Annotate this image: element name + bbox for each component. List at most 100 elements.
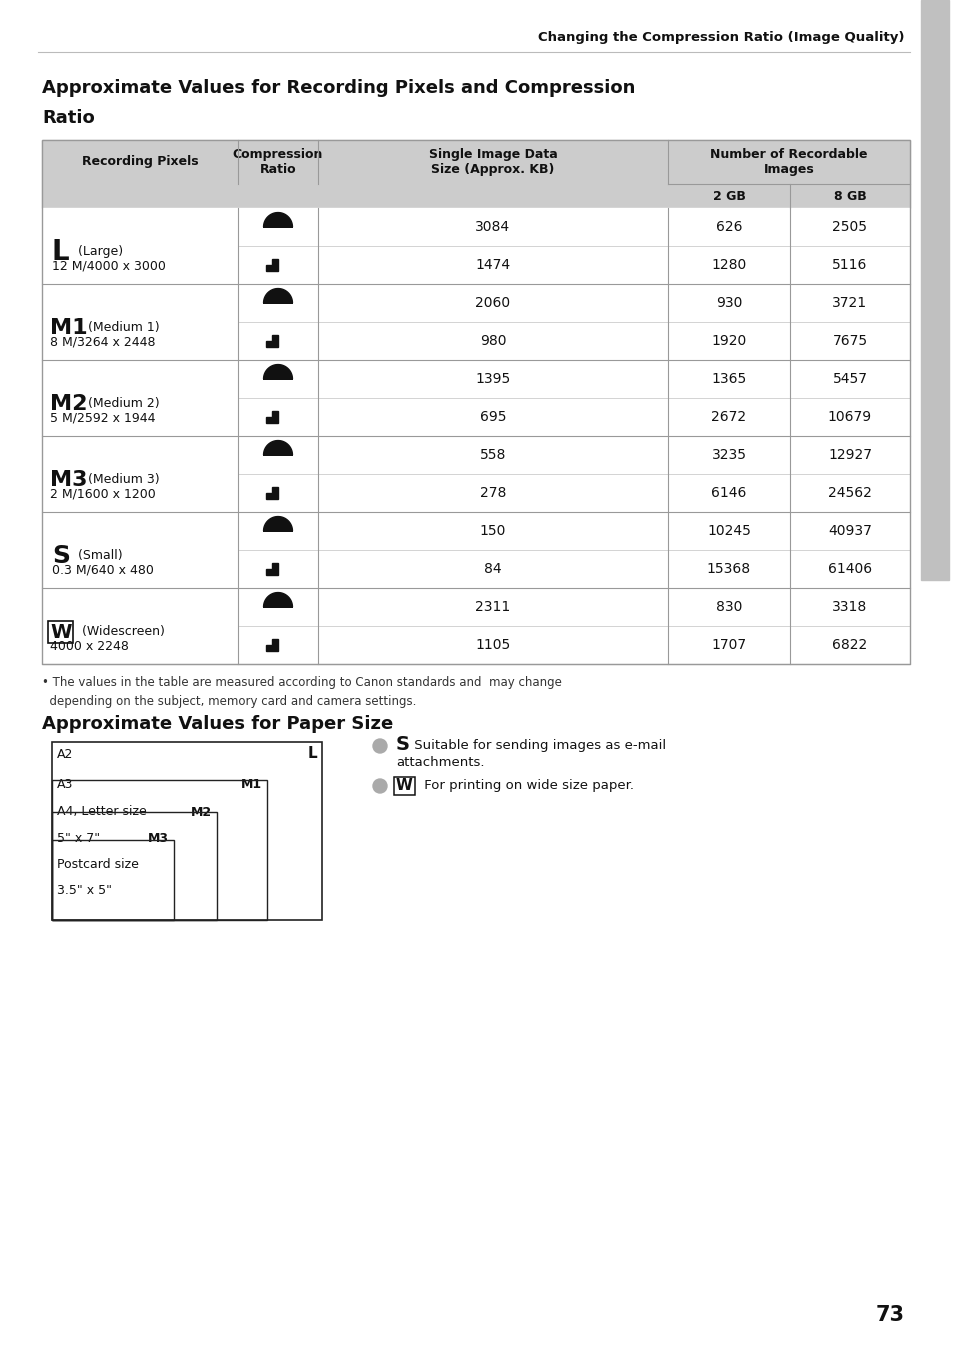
Text: 2 M/1600 x 1200: 2 M/1600 x 1200 <box>50 487 155 500</box>
Text: 2 GB: 2 GB <box>712 190 744 203</box>
Bar <box>42 588 909 664</box>
Text: 1365: 1365 <box>711 373 746 386</box>
Text: Number of Recordable
Images: Number of Recordable Images <box>709 148 867 176</box>
Text: W: W <box>395 779 413 794</box>
Text: Recording Pixels: Recording Pixels <box>82 156 198 168</box>
Bar <box>52 780 267 920</box>
Text: 5" x 7": 5" x 7" <box>57 833 100 846</box>
Text: 2060: 2060 <box>475 296 510 309</box>
Text: 2311: 2311 <box>475 600 510 615</box>
Text: 1920: 1920 <box>711 334 746 348</box>
Text: 980: 980 <box>479 334 506 348</box>
Text: 830: 830 <box>715 600 741 615</box>
Text: W: W <box>50 623 71 642</box>
Bar <box>42 512 909 588</box>
Text: A3: A3 <box>57 777 73 791</box>
Text: 3721: 3721 <box>832 296 866 309</box>
Text: 5457: 5457 <box>832 373 866 386</box>
Text: 4000 x 2248: 4000 x 2248 <box>50 639 129 652</box>
Polygon shape <box>263 289 293 303</box>
Text: 8 M/3264 x 2448: 8 M/3264 x 2448 <box>50 335 155 348</box>
Polygon shape <box>263 593 293 607</box>
Polygon shape <box>263 516 293 531</box>
Text: 278: 278 <box>479 486 506 500</box>
Text: 1105: 1105 <box>475 638 510 652</box>
Text: M2: M2 <box>191 806 212 819</box>
Bar <box>52 841 173 920</box>
Text: (Medium 1): (Medium 1) <box>84 321 159 335</box>
Text: M1: M1 <box>50 317 88 338</box>
Text: Approximate Values for Recording Pixels and Compression: Approximate Values for Recording Pixels … <box>42 79 635 97</box>
Text: (Medium 2): (Medium 2) <box>84 398 159 410</box>
Text: 1474: 1474 <box>475 258 510 272</box>
Bar <box>52 812 216 920</box>
Text: Ratio: Ratio <box>42 109 94 126</box>
Text: 6146: 6146 <box>711 486 746 500</box>
Bar <box>42 208 909 284</box>
Text: Single Image Data
Size (Approx. KB): Single Image Data Size (Approx. KB) <box>428 148 557 176</box>
Text: 626: 626 <box>715 221 741 234</box>
Text: 3235: 3235 <box>711 448 745 461</box>
Polygon shape <box>266 487 277 499</box>
Text: • The values in the table are measured according to Canon standards and  may cha: • The values in the table are measured a… <box>42 677 561 707</box>
Text: 558: 558 <box>479 448 506 461</box>
Text: (Large): (Large) <box>74 246 123 258</box>
Text: 5 M/2592 x 1944: 5 M/2592 x 1944 <box>50 412 155 425</box>
Bar <box>42 284 909 360</box>
Text: 84: 84 <box>484 562 501 576</box>
Bar <box>920 0 948 580</box>
Text: 61406: 61406 <box>827 562 871 576</box>
Text: 1707: 1707 <box>711 638 746 652</box>
Text: Postcard size: Postcard size <box>57 858 139 870</box>
Text: 8 GB: 8 GB <box>833 190 865 203</box>
Text: attachments.: attachments. <box>395 756 484 769</box>
Polygon shape <box>263 213 293 227</box>
Text: Suitable for sending images as e-mail: Suitable for sending images as e-mail <box>410 738 665 752</box>
Text: 10245: 10245 <box>706 525 750 538</box>
Circle shape <box>373 738 387 753</box>
Text: L: L <box>52 238 70 266</box>
Text: 12927: 12927 <box>827 448 871 461</box>
Polygon shape <box>266 639 277 651</box>
Text: 6822: 6822 <box>832 638 866 652</box>
Text: 73: 73 <box>875 1305 903 1325</box>
Bar <box>42 140 909 208</box>
Text: 7675: 7675 <box>832 334 866 348</box>
Text: M3: M3 <box>50 469 88 490</box>
Text: 0.3 M/640 x 480: 0.3 M/640 x 480 <box>52 564 153 577</box>
Text: 10679: 10679 <box>827 410 871 424</box>
Text: S: S <box>395 736 410 755</box>
Text: 1395: 1395 <box>475 373 510 386</box>
Text: A4, Letter size: A4, Letter size <box>57 806 147 819</box>
Text: Compression
Ratio: Compression Ratio <box>233 148 323 176</box>
Polygon shape <box>266 335 277 347</box>
Text: 5116: 5116 <box>831 258 867 272</box>
Text: (Medium 3): (Medium 3) <box>84 473 159 487</box>
Bar <box>42 436 909 512</box>
Text: 24562: 24562 <box>827 486 871 500</box>
Bar <box>52 742 322 920</box>
Text: M1: M1 <box>240 777 262 791</box>
Text: (Small): (Small) <box>74 550 123 562</box>
Bar <box>42 140 909 664</box>
Circle shape <box>373 779 387 794</box>
Text: 15368: 15368 <box>706 562 750 576</box>
Text: For printing on wide size paper.: For printing on wide size paper. <box>419 780 634 792</box>
Text: Changing the Compression Ratio (Image Quality): Changing the Compression Ratio (Image Qu… <box>537 31 904 44</box>
Text: 40937: 40937 <box>827 525 871 538</box>
Text: 12 M/4000 x 3000: 12 M/4000 x 3000 <box>52 260 166 273</box>
Text: L: L <box>307 746 316 761</box>
Text: 3.5" x 5": 3.5" x 5" <box>57 884 112 897</box>
Text: M3: M3 <box>148 833 169 846</box>
Text: 150: 150 <box>479 525 506 538</box>
Polygon shape <box>266 260 277 272</box>
Text: (Widescreen): (Widescreen) <box>78 625 165 639</box>
Text: 3318: 3318 <box>832 600 866 615</box>
Polygon shape <box>266 412 277 424</box>
Text: 695: 695 <box>479 410 506 424</box>
Text: 2672: 2672 <box>711 410 746 424</box>
Text: A2: A2 <box>57 748 73 760</box>
Text: M2: M2 <box>50 394 88 414</box>
Text: 930: 930 <box>715 296 741 309</box>
Text: 1280: 1280 <box>711 258 746 272</box>
